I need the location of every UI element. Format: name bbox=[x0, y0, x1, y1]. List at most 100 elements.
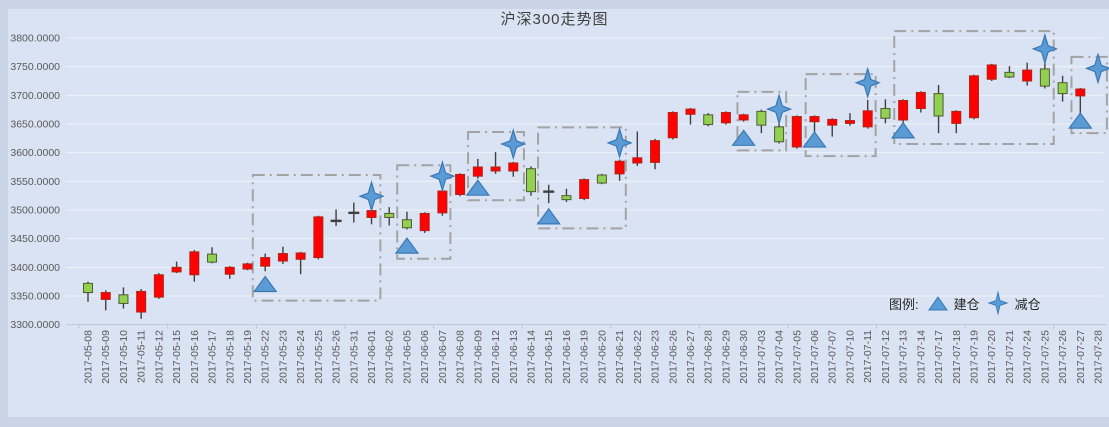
candle-body bbox=[153, 274, 164, 298]
candle-body bbox=[898, 99, 909, 121]
annotation-box bbox=[396, 164, 452, 260]
x-axis-date-label: 2017-05-12 bbox=[153, 330, 165, 384]
candle-body bbox=[508, 162, 519, 172]
x-axis-date-label: 2017-06-28 bbox=[703, 330, 715, 384]
x-axis-date-label: 2017-05-26 bbox=[331, 330, 343, 384]
x-axis-date-label: 2017-06-05 bbox=[401, 330, 413, 384]
candle-body bbox=[189, 251, 200, 276]
x-axis-date-label: 2017-07-27 bbox=[1075, 330, 1087, 384]
annotation-box bbox=[893, 30, 1055, 146]
x-axis-date-label: 2017-06-12 bbox=[490, 330, 502, 384]
candle-body bbox=[579, 179, 590, 200]
x-axis-date-label: 2017-05-22 bbox=[260, 330, 272, 384]
x-axis-date-label: 2017-05-11 bbox=[136, 330, 148, 383]
reduce-marker bbox=[765, 92, 793, 126]
candle-body bbox=[419, 212, 430, 232]
candle-body bbox=[969, 75, 979, 119]
x-axis-date-label: 2017-06-22 bbox=[632, 330, 644, 384]
candle-body bbox=[384, 212, 395, 218]
x-axis-date-label: 2017-07-10 bbox=[844, 330, 856, 384]
candle-body bbox=[756, 110, 767, 126]
x-axis-date-label: 2017-06-23 bbox=[650, 330, 662, 384]
y-axis-tick-label: 3650.0000 bbox=[10, 118, 60, 130]
build-marker bbox=[802, 131, 827, 148]
candle-body bbox=[632, 157, 643, 164]
y-axis-tick-label: 3750.0000 bbox=[10, 61, 60, 73]
x-axis-date-label: 2017-07-28 bbox=[1093, 330, 1105, 384]
candle-body bbox=[260, 257, 271, 267]
y-axis-tick-label: 3800.0000 bbox=[10, 33, 60, 45]
candle-body bbox=[83, 282, 93, 294]
candle-body bbox=[490, 166, 501, 172]
candle-body bbox=[915, 91, 926, 110]
annotation-box bbox=[537, 126, 627, 230]
x-axis-date-label: 2017-07-12 bbox=[880, 330, 892, 384]
x-axis-date-label: 2017-07-03 bbox=[756, 330, 768, 384]
candle-body bbox=[667, 112, 678, 139]
y-axis-tick-label: 3400.0000 bbox=[10, 262, 60, 274]
build-marker bbox=[253, 275, 278, 293]
x-axis-date-label: 2017-06-27 bbox=[685, 330, 697, 384]
candle-body bbox=[171, 266, 182, 273]
x-axis-date-label: 2017-07-13 bbox=[898, 330, 910, 384]
candle-body bbox=[774, 126, 785, 143]
build-marker bbox=[465, 179, 491, 196]
x-axis-date-label: 2017-05-24 bbox=[295, 330, 307, 384]
legend-item-reduce-label: 减仓 bbox=[1014, 296, 1041, 312]
y-axis-tick-label: 3300.0000 bbox=[10, 319, 60, 331]
x-axis-date-label: 2017-07-07 bbox=[827, 330, 839, 384]
annotation-box bbox=[804, 73, 877, 158]
build-marker bbox=[1068, 112, 1093, 129]
x-axis-date-label: 2017-07-25 bbox=[1039, 330, 1051, 384]
reduce-marker bbox=[1084, 52, 1109, 85]
y-axis-tick-label: 3450.0000 bbox=[10, 233, 60, 245]
x-axis-date-label: 2017-07-14 bbox=[915, 330, 927, 384]
legend-title: 图例: bbox=[889, 296, 919, 312]
x-axis-date-label: 2017-07-19 bbox=[969, 330, 981, 384]
candle-body bbox=[1022, 69, 1033, 82]
x-axis-date-label: 2017-06-21 bbox=[614, 330, 626, 384]
candle-body bbox=[401, 219, 412, 229]
candle-body bbox=[614, 160, 625, 175]
candle-body bbox=[703, 114, 714, 126]
y-axis-tick-label: 3500.0000 bbox=[10, 204, 60, 216]
reduce-marker bbox=[1031, 32, 1059, 66]
candle-body bbox=[650, 140, 661, 163]
triangle-icon bbox=[927, 295, 948, 310]
chart-title: 沪深300走势图 bbox=[500, 11, 609, 28]
x-axis-date-label: 2017-07-24 bbox=[1022, 330, 1034, 384]
candle-body bbox=[207, 253, 218, 263]
candle-body bbox=[455, 173, 466, 196]
annotation-box bbox=[467, 131, 525, 202]
x-axis-date-label: 2017-07-18 bbox=[951, 330, 963, 384]
candle-body bbox=[1004, 71, 1015, 78]
x-axis-date-label: 2017-07-06 bbox=[809, 330, 821, 384]
annotation-box bbox=[736, 90, 788, 152]
build-marker bbox=[536, 207, 561, 225]
x-axis-date-label: 2017-06-01 bbox=[366, 330, 378, 384]
x-axis-date-label: 2017-06-29 bbox=[720, 330, 732, 384]
candle-body bbox=[224, 266, 235, 275]
candle-body bbox=[844, 120, 855, 124]
candle-body bbox=[277, 253, 288, 262]
candle-body bbox=[100, 292, 111, 300]
x-axis-date-label: 2017-05-19 bbox=[242, 330, 254, 384]
star-icon bbox=[987, 291, 1009, 315]
legend-item-build: 建仓 bbox=[927, 294, 980, 313]
x-axis-date-label: 2017-05-08 bbox=[83, 330, 95, 384]
candle-body bbox=[596, 174, 607, 184]
candle-body bbox=[809, 116, 820, 123]
annotation-box bbox=[251, 174, 382, 302]
x-axis-date-label: 2017-05-23 bbox=[277, 330, 289, 384]
x-axis-date-label: 2017-06-16 bbox=[561, 330, 573, 384]
x-axis-date-label: 2017-05-17 bbox=[207, 330, 219, 384]
x-axis-date-label: 2017-06-06 bbox=[419, 330, 431, 384]
y-axis-tick-label: 3700.0000 bbox=[10, 90, 60, 102]
x-axis-date-label: 2017-06-02 bbox=[384, 330, 396, 384]
candle-body bbox=[118, 294, 129, 304]
candle-body bbox=[1075, 88, 1086, 97]
x-axis-date-label: 2017-05-16 bbox=[189, 330, 201, 384]
annotation-box bbox=[1070, 55, 1108, 135]
